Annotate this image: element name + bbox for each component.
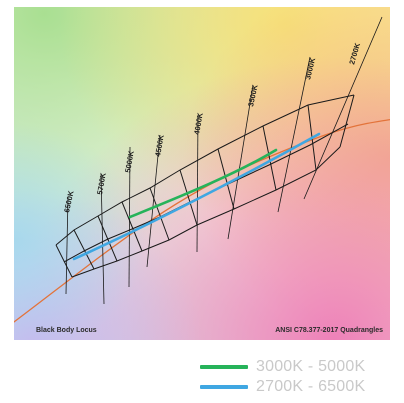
legend-swatch-blue <box>200 385 248 389</box>
chromaticity-diagram: 6500K 5700K 5000K 4500K 4000K 3500K 3000… <box>14 7 390 340</box>
range-line-3000k-5000k <box>128 148 278 219</box>
cct-label-5000k: 5000K <box>123 149 136 173</box>
legend-swatch-green <box>200 365 248 369</box>
quadrangle-right-edge <box>339 94 355 148</box>
legend-item-2700k-6500k: 2700K - 6500K <box>200 377 400 397</box>
quadrangle-bottom-boundary <box>71 146 341 278</box>
cct-line-4500k <box>146 134 161 268</box>
quadrangle-divider <box>149 187 170 241</box>
ansi-standard-caption: ANSI C78.377-2017 Quadrangles <box>275 327 383 334</box>
legend-item-3000k-5000k: 3000K - 5000K <box>200 357 400 377</box>
cct-label-4500k: 4500K <box>153 133 166 157</box>
quadrangle-divider <box>121 201 143 252</box>
cct-line-6500k <box>65 196 69 295</box>
cct-line-3500k <box>227 84 254 240</box>
quadrangle-divider <box>217 148 235 210</box>
legend-label: 3000K - 5000K <box>256 358 366 375</box>
quadrangle-divider <box>179 169 198 226</box>
color-space-background <box>14 7 390 340</box>
quadrangle-left-edge <box>55 244 73 278</box>
quadrangle-divider <box>97 215 118 262</box>
quadrangle-top-boundary <box>55 94 355 246</box>
cct-line-4000k <box>196 114 199 253</box>
legend-label: 2700K - 6500K <box>256 378 366 395</box>
black-body-locus-caption: Black Body Locus <box>36 327 97 334</box>
cct-label-5700k: 5700K <box>95 171 108 195</box>
cct-label-4000k: 4000K <box>192 111 205 135</box>
range-line-2700k-6500k <box>72 132 321 261</box>
cct-line-5700k <box>100 173 105 305</box>
quadrangle-divider <box>262 125 277 191</box>
quadrangle-divider <box>73 229 95 270</box>
